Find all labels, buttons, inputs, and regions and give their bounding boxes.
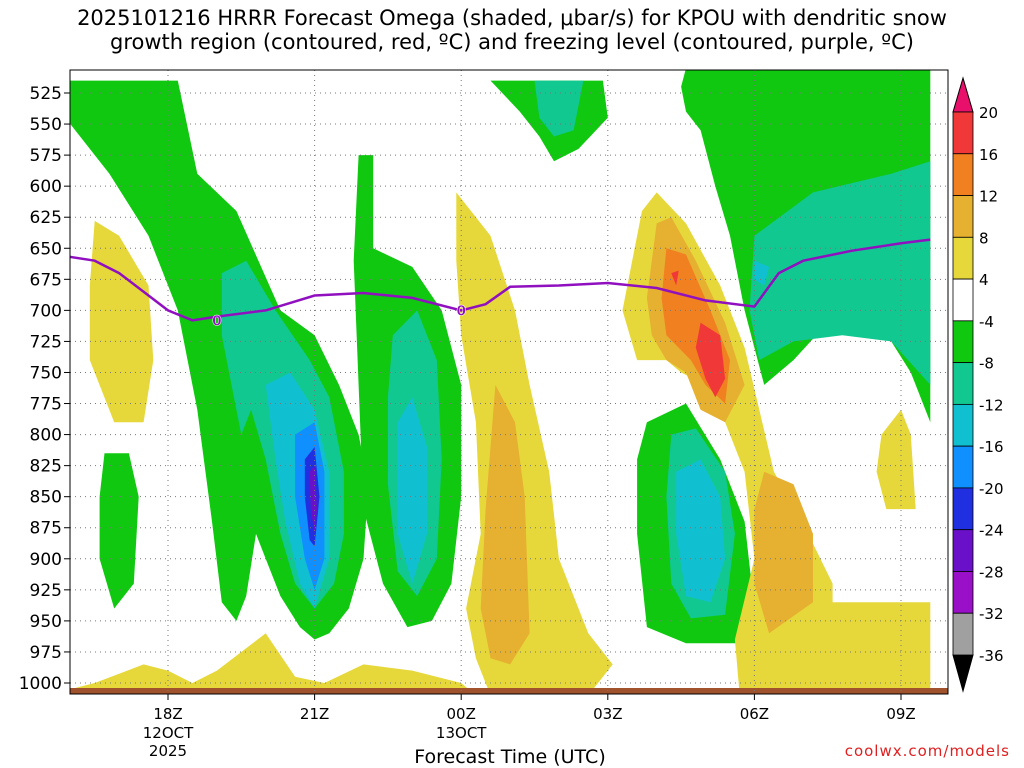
colorbar-box: [952, 111, 974, 155]
y-tick-label: 975: [30, 643, 62, 663]
colorbar-bottom-cap: [952, 654, 974, 693]
colorbar-label: -16: [979, 438, 1004, 456]
colorbar-box: [952, 320, 974, 364]
y-tick-label: 525: [30, 84, 62, 104]
colorbar-box: [952, 571, 974, 614]
y-tick-label: 750: [30, 363, 62, 383]
omega-region-cyan-3: [676, 459, 726, 603]
colorbar-box: [952, 195, 974, 238]
omega-region-red-2: [671, 270, 679, 286]
colorbar-box: [952, 362, 974, 405]
freezing-level-label: 0: [212, 313, 222, 329]
colorbar-box: [952, 487, 974, 531]
omega-region-teal-3: [534, 80, 584, 137]
omega-region-cyan-2: [397, 397, 427, 584]
colorbar-label: 4: [979, 271, 989, 289]
freezing-level-label: 0: [456, 303, 466, 319]
x-tick-date: 12OCT: [143, 724, 194, 742]
colorbar-label: -8: [979, 355, 994, 373]
y-tick-label: 625: [30, 208, 62, 228]
y-tick-label: 675: [30, 270, 62, 290]
grid-lines: [70, 70, 948, 694]
title-line-1: 2025101216 HRRR Forecast Omega (shaded, …: [77, 6, 947, 30]
omega-region-purple-core: [309, 465, 317, 534]
colorbar-box: [952, 278, 974, 322]
colorbar-label: -4: [979, 313, 994, 331]
omega-field: [70, 70, 931, 694]
colorbar-box: [952, 445, 974, 489]
omega-region-yellow-4: [876, 409, 916, 510]
colorbar-label: -24: [979, 522, 1004, 540]
x-tick-label: 09Z: [886, 705, 915, 723]
y-tick-label: 700: [30, 301, 62, 321]
omega-region-green-3: [99, 453, 139, 609]
chart-title: 2025101216 HRRR Forecast Omega (shaded, …: [0, 6, 1024, 54]
colorbar-label: -32: [979, 605, 1004, 623]
x-tick-label: 00Z: [447, 705, 476, 723]
y-tick-label: 775: [30, 395, 62, 415]
omega-region-orange-2: [480, 384, 530, 665]
colorbar-label: -20: [979, 480, 1004, 498]
colorbar-top-cap: [952, 76, 974, 113]
colorbar-box: [952, 403, 974, 447]
colorbar-label: 16: [979, 146, 998, 164]
terrain-strip: [70, 688, 948, 694]
title-line-2: growth region (contoured, red, ºC) and f…: [110, 30, 914, 54]
credit-text: coolwx.com/models: [844, 742, 1010, 760]
y-tick-label: 600: [30, 177, 62, 197]
y-tick-label: 850: [30, 488, 62, 508]
omega-region-red-1: [695, 322, 726, 398]
x-tick-label: 18Z: [153, 705, 182, 723]
colorbar-label: 8: [979, 229, 989, 247]
y-tick-label: 825: [30, 457, 62, 477]
freezing-level-line: [70, 238, 931, 322]
omega-region-orange-3: [754, 471, 813, 634]
x-axis-label: Forecast Time (UTC): [414, 746, 606, 768]
x-tick-year: 2025: [149, 742, 187, 760]
y-tick-label: 800: [30, 426, 62, 446]
y-tick-label: 950: [30, 612, 62, 632]
y-tick-label: 650: [30, 239, 62, 259]
colorbar-label: -12: [979, 396, 1004, 414]
y-tick-label: 900: [30, 550, 62, 570]
y-tick-label: 575: [30, 146, 62, 166]
colorbar-box: [952, 153, 974, 196]
colorbar-label: 12: [979, 188, 998, 206]
x-tick-label: 03Z: [593, 705, 622, 723]
colorbar-box: [952, 612, 974, 656]
y-tick-label: 875: [30, 519, 62, 539]
colorbar-box: [952, 236, 974, 280]
x-tick-label: 21Z: [300, 705, 329, 723]
colorbar-label: 20: [979, 104, 998, 122]
y-tick-label: 725: [30, 332, 62, 352]
omega-region-yellow-2: [456, 192, 613, 694]
y-tick-label: 550: [30, 115, 62, 135]
omega-region-yellow-1: [89, 220, 154, 423]
x-tick-label: 06Z: [740, 705, 769, 723]
colorbar-box: [952, 529, 974, 572]
y-tick-label: 1000: [19, 674, 62, 694]
x-tick-date: 13OCT: [436, 724, 487, 742]
colorbar-label: -28: [979, 563, 1004, 581]
y-tick-label: 925: [30, 581, 62, 601]
plot-frame: [69, 69, 949, 695]
omega-region-yellow-5: [70, 633, 475, 694]
colorbar-label: -36: [979, 647, 1004, 665]
